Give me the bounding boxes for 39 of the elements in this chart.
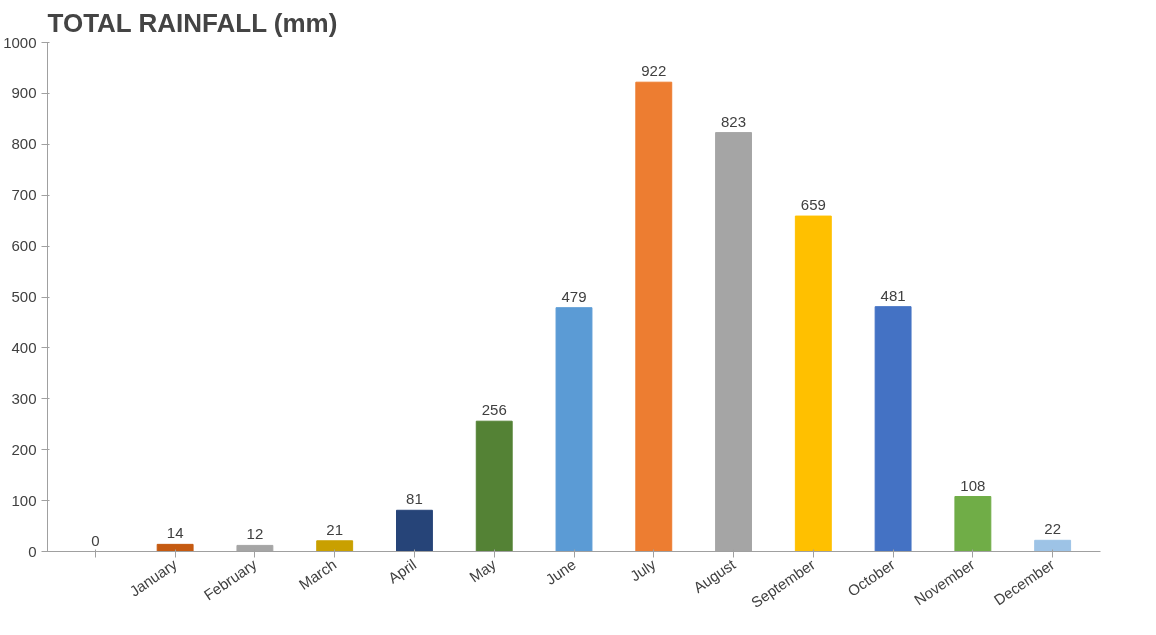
x-tick-label: June [542,555,579,588]
bar [555,307,593,552]
y-tick-label: 700 [11,186,37,204]
y-tick-label: 0 [28,542,37,560]
data-label: 479 [561,287,587,305]
data-label: 256 [481,401,507,419]
bar [635,81,673,552]
bar [396,509,433,552]
data-label: 0 [91,531,100,549]
y-tick-label: 600 [11,237,37,255]
bar [156,543,194,552]
data-label: 922 [641,62,667,80]
data-label: 481 [880,286,906,304]
data-label: 659 [800,196,826,214]
bar [1034,539,1072,552]
y-tick-label: 100 [11,491,37,509]
bar [794,215,832,552]
bar [954,496,992,552]
data-label: 14 [166,524,184,542]
y-tick-label: 400 [11,338,37,356]
y-tick-label: 900 [11,84,37,102]
y-tick-label: 300 [11,389,37,407]
chart-title: TOTAL RAINFALL (mm) [47,7,338,38]
bar [475,420,513,552]
bar [874,306,912,552]
data-label: 81 [406,490,423,508]
data-label: 21 [326,520,344,538]
y-tick-label: 200 [11,440,37,458]
x-tick-label: May [466,555,500,586]
data-label: 22 [1044,520,1061,538]
y-tick-label: 800 [11,135,37,153]
y-tick-label: 1000 [3,33,37,51]
y-tick-label: 500 [11,288,37,305]
data-label: 823 [721,112,747,130]
x-tick-label: July [626,555,659,585]
bar [316,540,354,552]
data-label: 108 [960,476,986,494]
x-tick-label: April [384,555,420,587]
data-label: 12 [246,525,264,543]
